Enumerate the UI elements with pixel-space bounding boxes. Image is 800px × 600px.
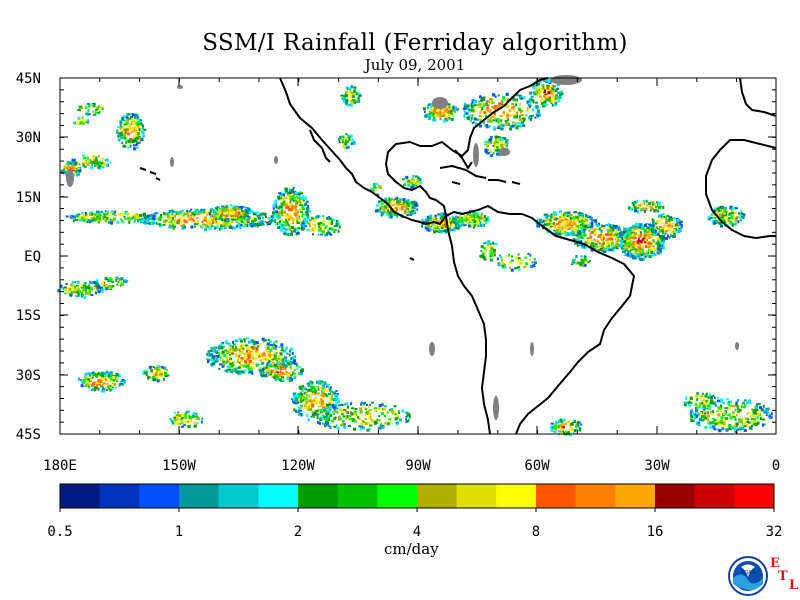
etl-letter-t: T [778, 569, 788, 584]
lat-label: 30S [16, 368, 41, 384]
colorbar-swatch [218, 484, 259, 508]
lat-label: 45N [16, 71, 41, 87]
colorbar-tick-label: 4 [413, 524, 421, 540]
lat-label: 15S [16, 308, 41, 324]
colorbar-swatch [615, 484, 656, 508]
colorbar-tick-label: 1 [175, 524, 183, 540]
colorbar-swatch [258, 484, 299, 508]
map-frame [59, 77, 777, 435]
lon-label: 120W [281, 458, 315, 474]
rain-field [57, 78, 773, 437]
lon-label: 60W [524, 458, 550, 474]
etl-letter-l: L [789, 578, 799, 593]
coastlines [139, 77, 777, 435]
etl-letter-e: E [770, 556, 780, 571]
colorbar-swatch [456, 484, 497, 508]
colorbar-swatch [179, 484, 219, 508]
lon-label: 0 [772, 458, 780, 474]
map-date: July 09, 2001 [364, 56, 466, 74]
lat-label: EQ [24, 249, 41, 265]
colorbar-tick-label: 0.5 [47, 524, 72, 540]
lon-label: 180E [43, 458, 77, 474]
lat-label: 15N [16, 190, 41, 206]
lon-label: 30W [644, 458, 670, 474]
terrain-marks [66, 75, 739, 420]
map-title: SSM/I Rainfall (Ferriday algorithm) [202, 30, 628, 56]
axis-ticks [59, 77, 777, 435]
colorbar-swatch [337, 484, 378, 508]
colorbar: 0.5 1 2 4 8 16 32 [47, 483, 783, 540]
colorbar-swatch [496, 484, 537, 508]
colorbar-tick-label: 32 [766, 524, 783, 540]
noaa-logo: NOAA [728, 556, 768, 596]
lon-label: 150W [162, 458, 196, 474]
colorbar-swatch [99, 484, 140, 508]
colorbar-swatch [377, 484, 418, 508]
colorbar-swatch [139, 484, 180, 508]
lat-label: 45S [16, 427, 41, 443]
colorbar-swatch [734, 484, 775, 508]
colorbar-tick-label: 16 [647, 524, 664, 540]
lon-label: 90W [405, 458, 431, 474]
noaa-logo-text: NOAA [741, 570, 756, 576]
colorbar-swatch [298, 484, 338, 508]
colorbar-swatch [575, 484, 616, 508]
colorbar-tick-label: 2 [294, 524, 302, 540]
colorbar-swatch [417, 484, 457, 508]
colorbar-unit: cm/day [384, 540, 439, 558]
colorbar-swatch [536, 484, 576, 508]
colorbar-swatch [655, 484, 695, 508]
colorbar-swatch [694, 484, 735, 508]
lat-label: 30N [16, 130, 41, 146]
colorbar-tick-label: 8 [532, 524, 540, 540]
colorbar-swatch [60, 484, 100, 508]
